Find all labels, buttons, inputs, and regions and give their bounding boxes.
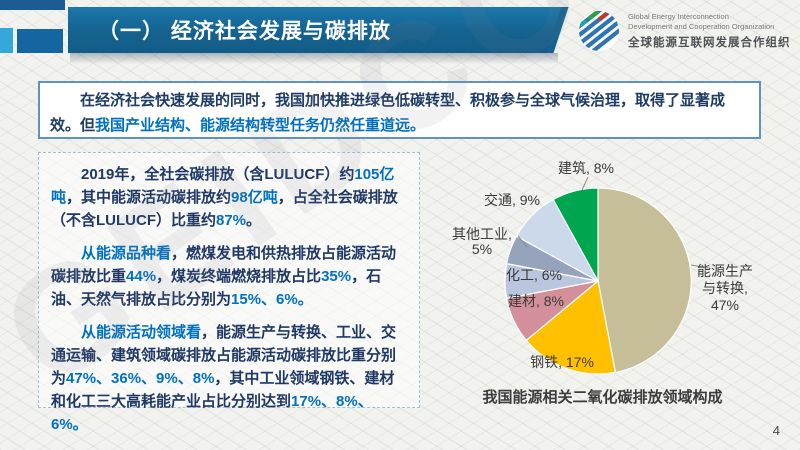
pie-chart-svg: 能源生产与转换,47% 钢铁, 17% 建材, 8% 化工, 6% 其他工业,5% 交通,… xyxy=(452,160,753,375)
pie-label-4: 5% xyxy=(472,241,492,257)
highlight-text: 47%、36%、9%、8% xyxy=(66,370,215,387)
highlight-text: 44% xyxy=(126,268,157,285)
body-text: ，其中工业领域钢铁、建材和化工三大高耗能产业占比分别达到 xyxy=(51,370,395,410)
highlight-text: 从能源活动领域看 xyxy=(81,324,202,341)
org-name-en-2: Development and Cooperation Organization xyxy=(628,22,775,31)
pie-slice-6 xyxy=(552,187,599,282)
body-text: ，燃煤发电和供热排放占能源活动碳排放比重 xyxy=(51,245,397,285)
org-logo-text: Global Energy Interconnection Developmen… xyxy=(628,12,791,50)
page-number: 4 xyxy=(772,423,780,438)
leader-line xyxy=(581,176,589,191)
pie-label-3: 化工, 6% xyxy=(506,267,562,283)
highlight-text: 98亿吨 xyxy=(231,189,278,206)
body-text: ，石油、天然气排放占比分别为 xyxy=(51,268,382,308)
panel-paragraph-2: 从能源品种看，燃煤发电和供热排放占能源活动碳排放比重44%，煤炭终端燃烧排放占比… xyxy=(51,242,407,311)
leader-line xyxy=(517,235,528,248)
pie-label-5: 交通, 9% xyxy=(484,192,540,208)
decor-header-shadow xyxy=(70,53,558,64)
body-text: 。 xyxy=(246,212,262,229)
highlight-text: 35% xyxy=(321,268,352,285)
pie-slice-1 xyxy=(525,279,617,375)
pie-slice-0 xyxy=(597,187,692,374)
stats-text-panel: 2019年，全社会碳排放（含LULUCF）约105亿吨，其中能源活动碳排放约98… xyxy=(38,152,420,433)
decor-square-dark xyxy=(17,29,63,53)
panel-paragraph-1: 2019年，全社会碳排放（含LULUCF）约105亿吨，其中能源活动碳排放约98… xyxy=(51,163,407,232)
highlight-text: 17%、8%、6%。 xyxy=(51,393,373,433)
pie-label-4: 其他工业, xyxy=(452,226,512,242)
header-bar: （一） 经济社会发展与碳排放 xyxy=(68,7,562,53)
body-text: 但 xyxy=(80,117,96,134)
pie-label-0: 与转换, xyxy=(702,280,748,296)
pie-label-0: 能源生产 xyxy=(697,263,753,279)
decor-square-light xyxy=(0,28,13,53)
org-name-cn: 全球能源互联网发展合作组织 xyxy=(628,37,791,49)
body-text: 在经济社会快速发展的同时，我国加快推进绿色低碳转型、积极参与全球气候治理，取得了… xyxy=(50,92,726,134)
highlight-text: 我国产业结构、能源结构转型任务仍然任重道远。 xyxy=(95,117,426,134)
org-logo: Global Energy Interconnection Developmen… xyxy=(578,10,791,52)
body-text: ，占全社会碳排放（不含LULUCF）比重约 xyxy=(51,189,398,229)
body-text: ，能源生产与转换、工业、交通运输、建筑领域碳排放占能源活动碳排放比重分别为 xyxy=(51,324,397,387)
leader-line xyxy=(690,264,710,269)
highlight-text: 105亿吨 xyxy=(51,166,395,206)
org-name-en-1: Global Energy Interconnection xyxy=(628,12,729,21)
highlight-text: 15%、6%。 xyxy=(231,291,313,308)
panel-paragraph-3: 从能源活动领域看，能源生产与转换、工业、交通运输、建筑领域碳排放占能源活动碳排放… xyxy=(51,321,407,436)
pie-label-2: 建材, 8% xyxy=(508,293,564,309)
globe-icon xyxy=(578,10,620,52)
summary-box: 在经济社会快速发展的同时，我国加快推进绿色低碳转型、积极参与全球气候治理，取得了… xyxy=(38,81,761,139)
body-text: ，其中能源活动碳排放约 xyxy=(66,189,232,206)
decor-top-bar xyxy=(0,0,65,10)
highlight-text: 从能源品种看 xyxy=(81,245,172,262)
body-text: ，煤炭终端燃烧排放占比 xyxy=(156,268,322,285)
chart-caption: 我国能源相关二氧化碳排放领域构成 xyxy=(482,389,723,406)
pie-label-6: 建筑, 8% xyxy=(558,160,614,176)
body-text: 2019年，全社会碳排放（含LULUCF）约 xyxy=(81,166,355,183)
pie-label-1: 钢铁, 17% xyxy=(530,354,594,370)
pie-chart: 能源生产 与转换, 47% 钢铁, 17% 建材, 8% 化工, 6% 其他工业, 5% 交通,… xyxy=(428,148,800,393)
highlight-text: 87% xyxy=(216,212,247,229)
page-title: （一） 经济社会发展与碳排放 xyxy=(98,20,391,43)
pie-label-0: 47% xyxy=(711,297,739,313)
